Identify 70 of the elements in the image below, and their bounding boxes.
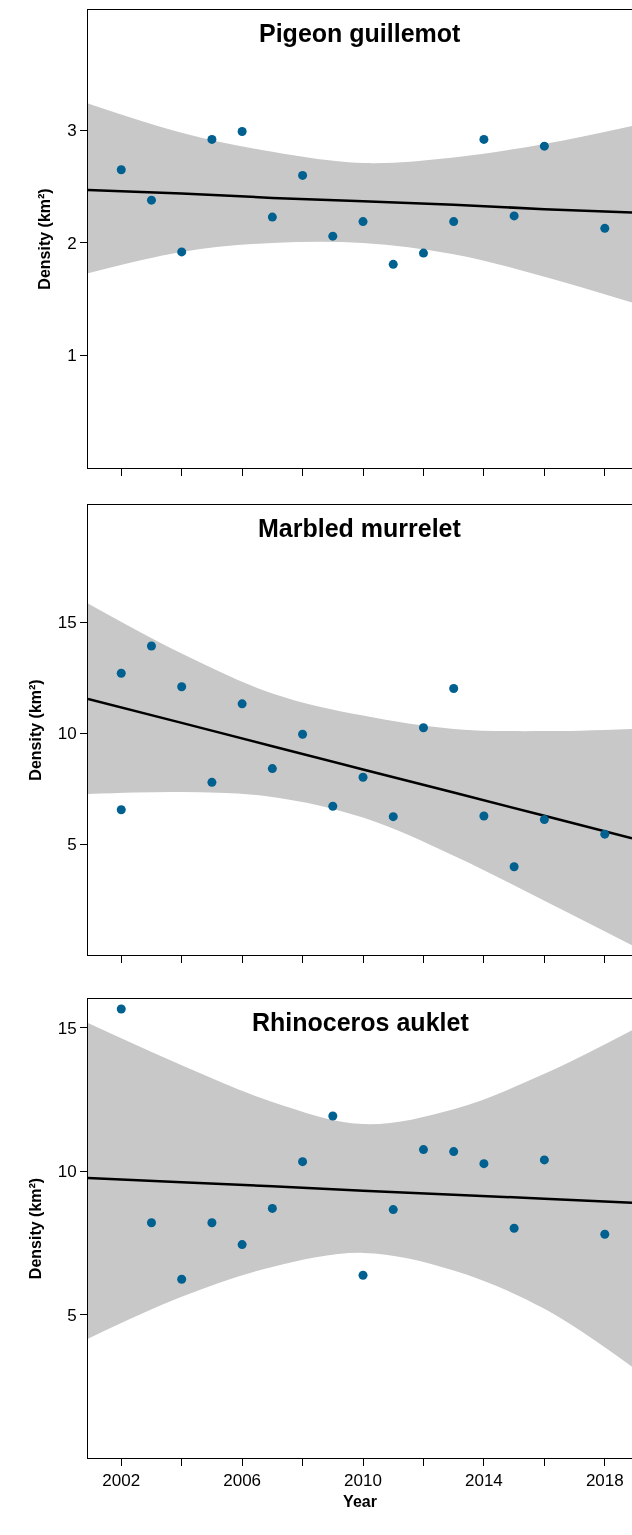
point bbox=[237, 699, 247, 709]
point bbox=[418, 723, 428, 733]
point bbox=[509, 862, 519, 872]
y-axis-title: Density (km²) bbox=[26, 1177, 44, 1280]
point bbox=[358, 772, 368, 782]
chart-title: Marbled murrelet bbox=[258, 514, 462, 542]
chart-title: Rhinoceros auklet bbox=[252, 1008, 470, 1036]
point bbox=[449, 217, 459, 227]
x-axis-title: Year bbox=[343, 1493, 377, 1511]
point bbox=[600, 829, 610, 839]
point bbox=[600, 223, 610, 233]
point bbox=[177, 1274, 187, 1284]
point bbox=[298, 729, 308, 739]
point bbox=[600, 1229, 610, 1239]
x-tick-label: 2018 bbox=[585, 1471, 624, 1491]
point bbox=[328, 801, 338, 811]
y-tick-label: 1 bbox=[67, 346, 77, 366]
point bbox=[388, 812, 398, 822]
point bbox=[418, 1145, 428, 1155]
point bbox=[207, 777, 217, 787]
point bbox=[539, 815, 549, 825]
point bbox=[267, 1203, 277, 1213]
point bbox=[328, 231, 338, 241]
y-axis-title: Density (km²) bbox=[26, 679, 44, 781]
point bbox=[146, 641, 156, 651]
point bbox=[146, 195, 156, 205]
point bbox=[267, 212, 277, 222]
y-tick-label: 2 bbox=[67, 233, 77, 253]
point bbox=[207, 134, 217, 144]
y-tick-label: 15 bbox=[57, 613, 77, 633]
point bbox=[116, 165, 126, 175]
point bbox=[479, 134, 489, 144]
y-tick-label: 10 bbox=[57, 724, 77, 744]
point bbox=[418, 248, 428, 258]
point bbox=[298, 170, 308, 180]
point bbox=[116, 805, 126, 815]
y-tick-label: 3 bbox=[67, 121, 77, 141]
point bbox=[388, 259, 398, 269]
point bbox=[328, 1111, 338, 1121]
point bbox=[177, 682, 187, 692]
point bbox=[388, 1205, 398, 1215]
x-tick-label: 2002 bbox=[102, 1471, 141, 1491]
point bbox=[298, 1157, 308, 1167]
point bbox=[358, 217, 368, 227]
x-tick-label: 2014 bbox=[465, 1471, 503, 1491]
point bbox=[177, 247, 187, 257]
y-tick-label: 5 bbox=[67, 835, 77, 855]
y-axis-title: Density (km²) bbox=[36, 188, 54, 290]
x-tick-label: 2010 bbox=[344, 1471, 382, 1491]
point bbox=[237, 127, 247, 137]
point bbox=[479, 1159, 489, 1169]
point bbox=[207, 1218, 217, 1228]
y-tick-label: 10 bbox=[57, 1162, 77, 1182]
y-tick-label: 15 bbox=[57, 1018, 77, 1038]
point bbox=[449, 684, 459, 694]
point bbox=[509, 211, 519, 221]
chart-title: Pigeon guillemot bbox=[259, 19, 462, 47]
point bbox=[509, 1223, 519, 1233]
point bbox=[116, 1004, 126, 1014]
point bbox=[539, 1155, 549, 1165]
point bbox=[358, 1270, 368, 1280]
x-tick-label: 2006 bbox=[223, 1471, 262, 1491]
point bbox=[479, 811, 489, 821]
point bbox=[116, 668, 126, 678]
point bbox=[146, 1218, 156, 1228]
point bbox=[267, 764, 277, 774]
point bbox=[539, 141, 549, 151]
point bbox=[449, 1147, 459, 1157]
point bbox=[237, 1240, 247, 1250]
y-tick-label: 5 bbox=[67, 1305, 77, 1325]
